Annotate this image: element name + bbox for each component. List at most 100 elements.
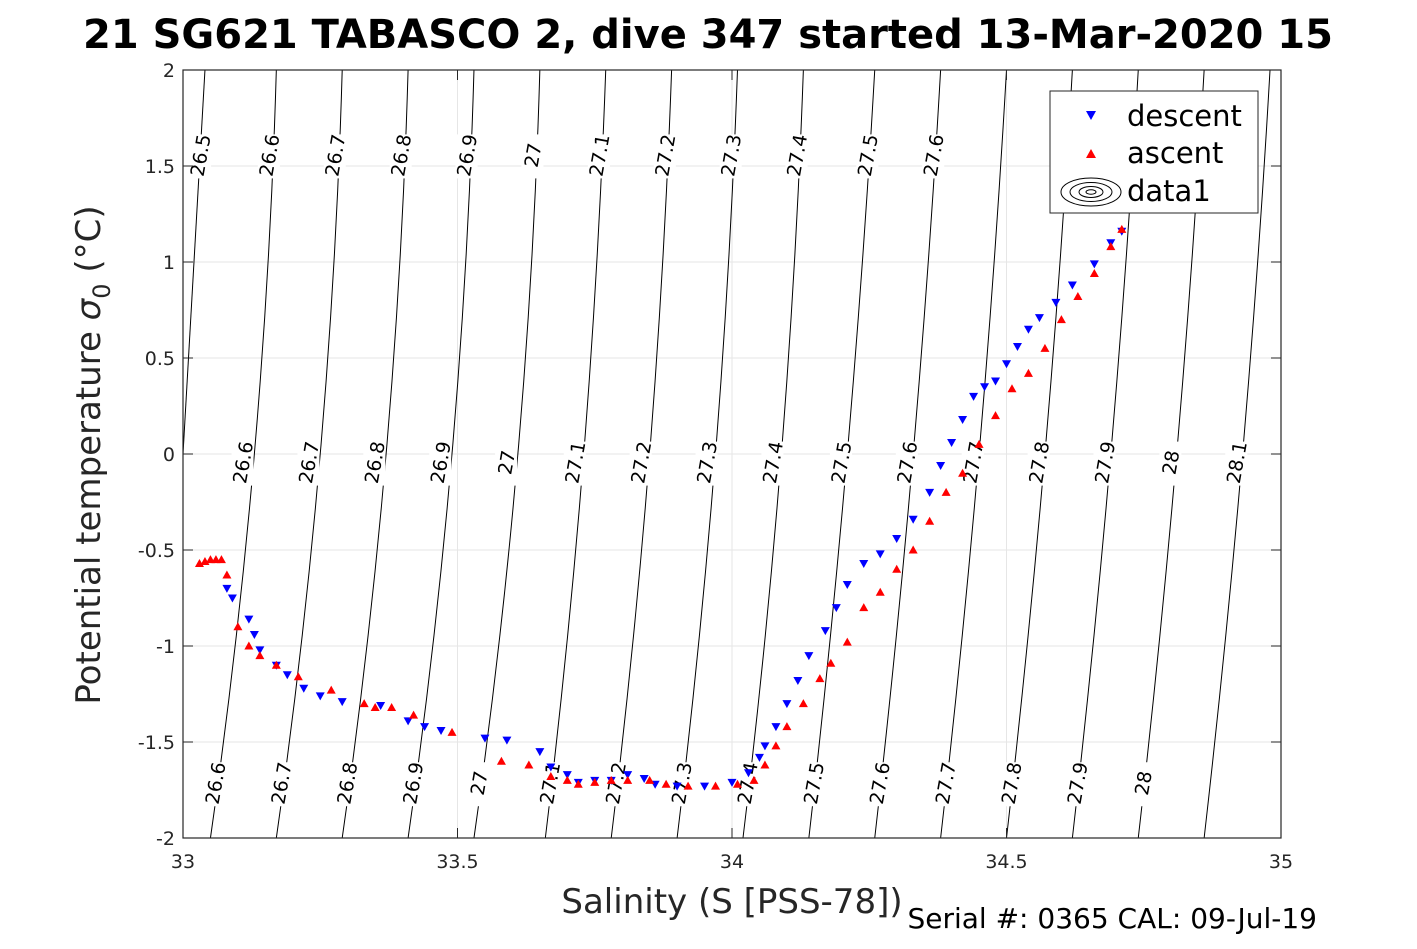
contour-label-bg (1131, 762, 1154, 807)
y-axis-label-unit: (°C) (69, 205, 109, 272)
ascent-point (1106, 242, 1116, 251)
x-tick-label: 35 (1269, 851, 1293, 873)
contour-line-27 (473, 70, 541, 838)
contour-label-bg (961, 441, 984, 486)
descent-point (804, 652, 814, 661)
ascent-point (908, 545, 918, 554)
contour-label: 28 (1131, 769, 1157, 797)
contour-labels: 26.5 26.6 26.7 26.8 26.9 27 27.1 27.2 27.3 27.4 27… (187, 133, 1252, 807)
contour-label-bg (829, 441, 852, 486)
descent-point (793, 677, 803, 686)
descent-point (535, 748, 545, 757)
y-axis-label-symbol: σ (69, 297, 109, 320)
contour-label-bg (629, 441, 652, 486)
descent-point (337, 698, 347, 707)
contour-label-bg (429, 441, 452, 486)
ascent-point (645, 775, 655, 784)
y-tick-label: 1 (163, 252, 175, 274)
contour-label-bg (868, 762, 891, 807)
contour-line-26.7 (275, 70, 343, 838)
descent-point (1067, 281, 1077, 290)
contour-label-bg (495, 441, 518, 486)
ascent-point (1056, 315, 1066, 324)
descent-point (672, 782, 682, 791)
descent-point (420, 723, 430, 732)
contour-label-bg (521, 134, 544, 179)
ascent-point (590, 777, 600, 786)
ascent-point (216, 555, 226, 564)
contour-label-bg (363, 441, 386, 486)
contour-line-26.6 (209, 70, 277, 838)
ascent-point (842, 637, 852, 646)
descent-point (1051, 298, 1061, 307)
ascent-point (271, 660, 281, 669)
contour-label-bg (895, 441, 918, 486)
descent-point (546, 763, 556, 772)
descent-point (562, 771, 572, 780)
ascent-point (991, 411, 1001, 420)
descent-point (299, 684, 309, 693)
x-axis-label: Salinity (S [PSS-78]) (561, 882, 902, 922)
descent-point (480, 734, 490, 743)
contour-label-bg (695, 441, 718, 486)
footer-text: Serial #: 0365 CAL: 09-Jul-19 (907, 902, 1317, 935)
contour-label-bg (1225, 441, 1248, 486)
ascent-point (496, 756, 506, 765)
descent-point (1089, 260, 1099, 269)
legend-label-ascent: ascent (1127, 136, 1223, 170)
contour-label: 27 (467, 769, 493, 797)
contour-label-bg (761, 441, 784, 486)
ascent-point (798, 699, 808, 708)
descent-point (782, 700, 792, 709)
y-tick-label: -2 (156, 828, 175, 850)
descent-point (249, 630, 259, 639)
descent-point (958, 415, 968, 424)
descent-point (315, 692, 325, 701)
y-tick-label: -0.5 (138, 540, 175, 562)
descent-point (936, 462, 946, 471)
chart-title: 21 SG621 TABASCO 2, dive 347 started 13-… (83, 12, 1333, 58)
ascent-point (958, 468, 968, 477)
descent-point (282, 671, 292, 680)
ascent-point (782, 722, 792, 731)
axis-ticks: 33 33.5 34 34.5 35 -2 -1.5 -1 -0.5 0 0.5 1 1.5 2 (138, 60, 1293, 873)
contour-label: 27 (494, 449, 520, 477)
ascent-point (732, 779, 742, 788)
descent-point (1034, 314, 1044, 323)
ascent-point (1089, 269, 1099, 278)
ascent-point (623, 775, 633, 784)
contour-label-bg (401, 762, 424, 807)
ascent-point (974, 439, 984, 448)
ascent-point (711, 781, 721, 790)
contour-line-26.9 (407, 70, 475, 838)
ascent-point (409, 710, 419, 719)
x-tick-label: 33.5 (436, 851, 478, 873)
y-tick-label: -1 (156, 636, 175, 658)
ascent-point (370, 702, 380, 711)
contour-label-bg (257, 134, 280, 179)
ascent-point (1073, 292, 1083, 301)
ascent-point (892, 564, 902, 573)
contour-label-bg (389, 134, 412, 179)
ascent-point (815, 674, 825, 683)
ascent-point (826, 658, 836, 667)
contour-label-bg (335, 762, 358, 807)
contour-label-bg (323, 134, 346, 179)
descent-point (969, 392, 979, 401)
contour-label-bg (204, 762, 227, 807)
contour-label: 28 (1159, 449, 1185, 477)
descent-point (1002, 360, 1011, 369)
descent-point (244, 615, 254, 624)
contour-label-bg (1027, 441, 1050, 486)
contour-label-bg (736, 762, 759, 807)
y-tick-label: 1.5 (145, 156, 175, 178)
y-tick-label: 2 (163, 60, 175, 82)
y-tick-label: -1.5 (138, 732, 175, 754)
ascent-point (661, 779, 671, 788)
contour-label-bg (785, 134, 808, 179)
contour-label-bg (1159, 441, 1182, 486)
x-tick-label: 34 (720, 851, 744, 873)
descent-point (771, 723, 781, 732)
legend-marker-descent (1086, 111, 1096, 120)
